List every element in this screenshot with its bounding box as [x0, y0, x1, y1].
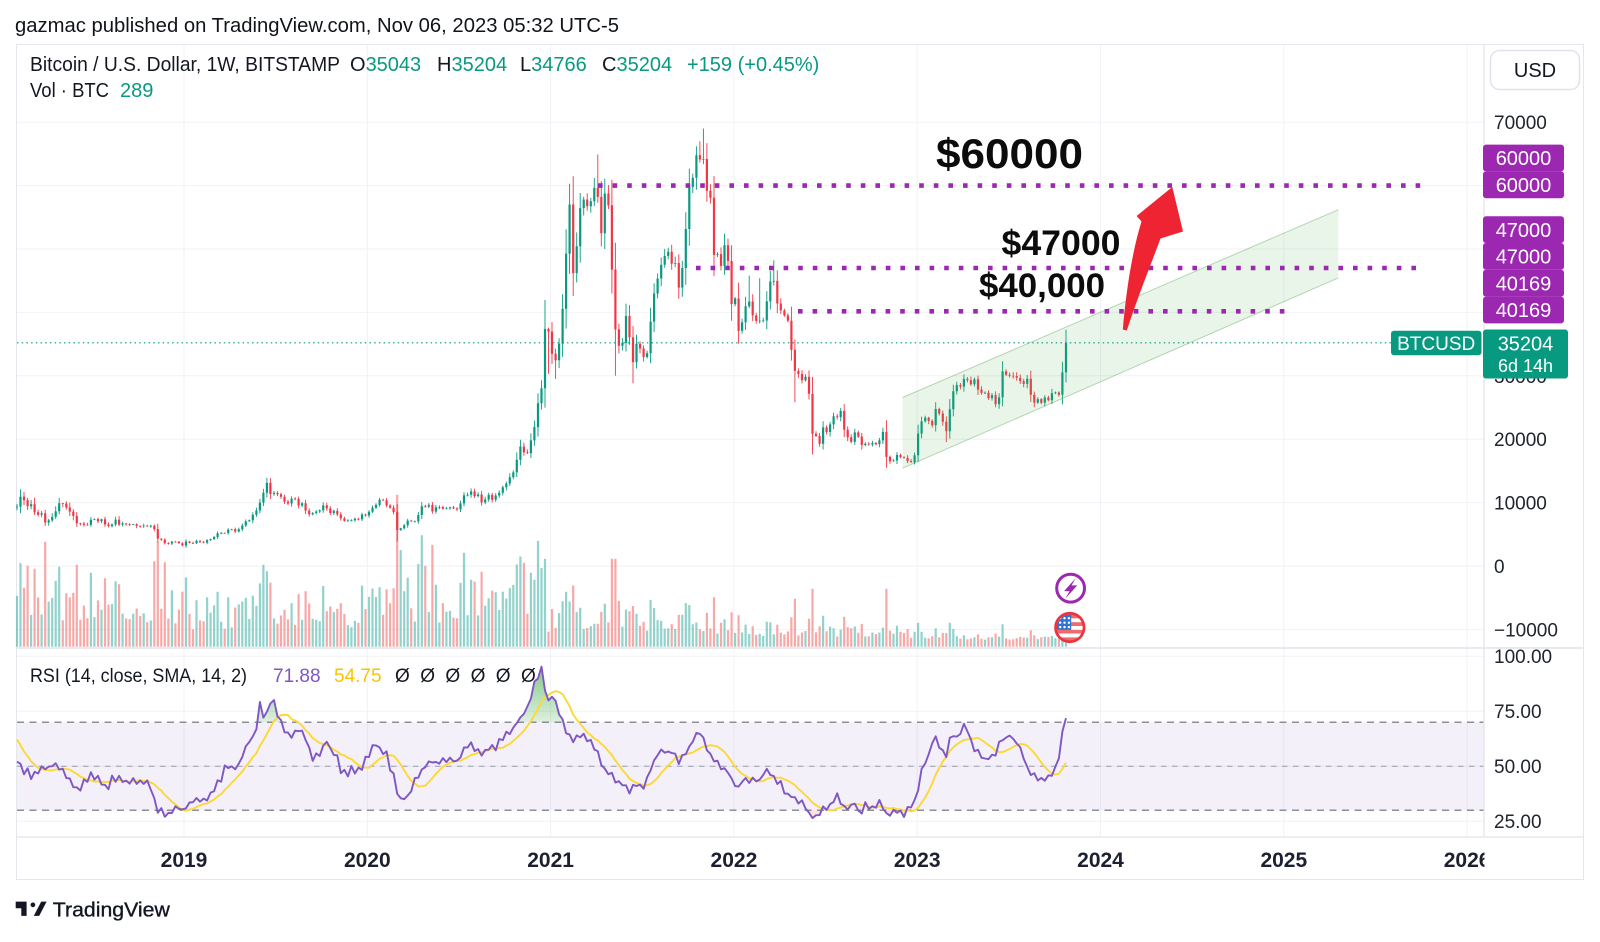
svg-text:10000: 10000	[1494, 494, 1547, 515]
svg-text:Ø: Ø	[471, 666, 486, 687]
svg-text:BTCUSD: BTCUSD	[1397, 334, 1475, 355]
svg-text:Ø: Ø	[395, 666, 410, 687]
svg-text:2023: 2023	[894, 849, 941, 872]
svg-text:gazmac published on TradingVie: gazmac published on TradingView.com, Nov…	[15, 15, 619, 37]
svg-text:60000: 60000	[1496, 148, 1552, 170]
svg-text:−10000: −10000	[1494, 620, 1558, 641]
svg-text:2024: 2024	[1077, 849, 1124, 872]
svg-text:Ø: Ø	[521, 666, 536, 687]
svg-text:$47000: $47000	[1002, 224, 1121, 263]
svg-text:C35204: C35204	[602, 54, 672, 76]
svg-text:50.00: 50.00	[1494, 757, 1542, 778]
svg-text:2026: 2026	[1444, 849, 1491, 872]
svg-text:40169: 40169	[1496, 273, 1552, 295]
svg-text:20000: 20000	[1494, 430, 1547, 451]
svg-text:25.00: 25.00	[1494, 812, 1542, 833]
svg-text:Ø: Ø	[420, 666, 435, 687]
svg-text:RSI (14, close, SMA, 14, 2): RSI (14, close, SMA, 14, 2)	[30, 666, 247, 687]
svg-text:Bitcoin / U.S. Dollar, 1W, BIT: Bitcoin / U.S. Dollar, 1W, BITSTAMP	[30, 54, 340, 76]
svg-text:Ø: Ø	[496, 666, 511, 687]
svg-text:$40,000: $40,000	[979, 267, 1105, 305]
svg-text:60000: 60000	[1496, 175, 1552, 197]
svg-text:Ø: Ø	[445, 666, 460, 687]
svg-text:0: 0	[1494, 557, 1505, 578]
svg-text:70000: 70000	[1494, 113, 1547, 134]
svg-text:2019: 2019	[161, 849, 208, 872]
svg-text:71.88: 71.88	[273, 666, 321, 687]
svg-text:2020: 2020	[344, 849, 391, 872]
svg-text:2021: 2021	[527, 849, 574, 872]
svg-text:+159 (+0.45%): +159 (+0.45%)	[687, 54, 819, 76]
svg-text:USD: USD	[1514, 60, 1556, 82]
svg-text:100.00: 100.00	[1494, 647, 1552, 668]
svg-text:Vol · BTC: Vol · BTC	[30, 80, 109, 102]
svg-text:H35204: H35204	[437, 54, 507, 76]
svg-text:2025: 2025	[1260, 849, 1307, 872]
svg-text:2022: 2022	[711, 849, 758, 872]
svg-text:47000: 47000	[1496, 220, 1552, 242]
svg-text:289: 289	[120, 80, 153, 102]
svg-text:54.75: 54.75	[334, 666, 382, 687]
svg-text:$60000: $60000	[936, 130, 1083, 177]
svg-text:47000: 47000	[1496, 247, 1552, 269]
svg-text:40169: 40169	[1496, 300, 1552, 322]
svg-text:O35043: O35043	[350, 54, 421, 76]
svg-text:TradingView: TradingView	[53, 900, 171, 922]
svg-text:75.00: 75.00	[1494, 702, 1542, 723]
svg-text:L34766: L34766	[520, 54, 587, 76]
svg-text:35204: 35204	[1498, 334, 1554, 356]
svg-text:6d 14h: 6d 14h	[1498, 356, 1553, 376]
